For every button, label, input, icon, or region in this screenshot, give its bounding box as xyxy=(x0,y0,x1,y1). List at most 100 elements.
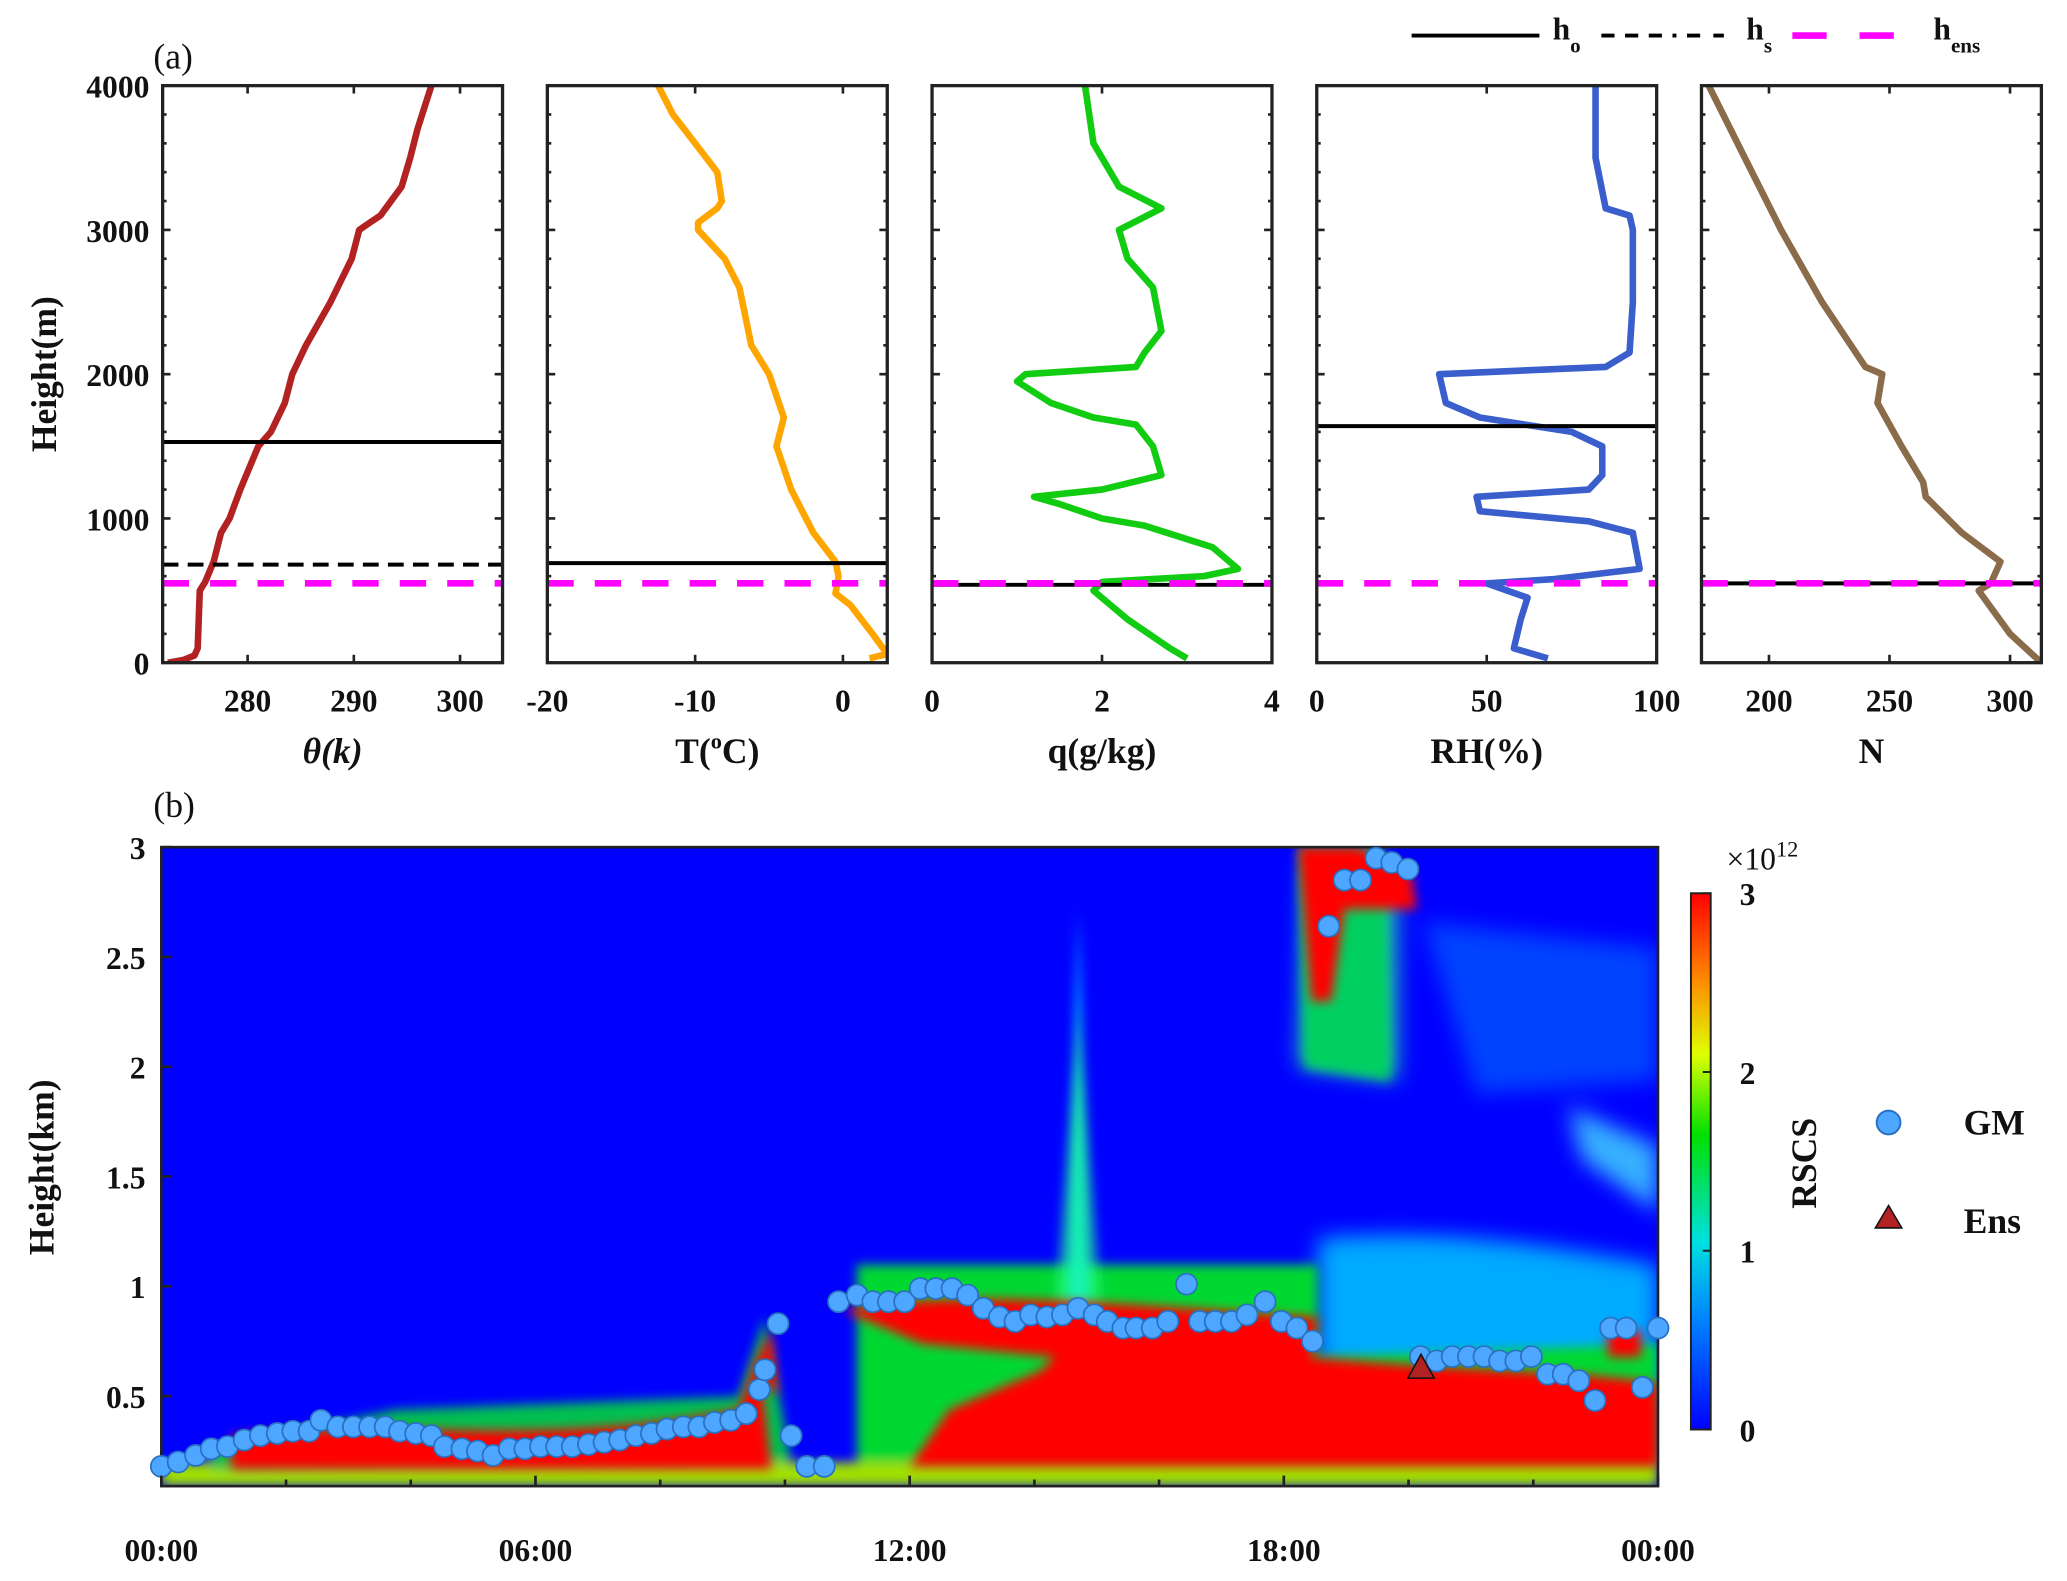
profile-panel-4: 200 250 300 N xyxy=(1699,83,2044,771)
profile-panel-3: 0 50 100 RH(%) xyxy=(1309,83,1680,771)
h-o-legend-label: ho xyxy=(1553,12,1581,58)
legend-sub: ens xyxy=(1951,34,1980,58)
profile-line xyxy=(1435,85,1643,662)
panel-frame xyxy=(930,83,1274,665)
legend-sub: o xyxy=(1570,34,1581,58)
ens-point xyxy=(1406,1352,1436,1379)
gm-point xyxy=(1156,1310,1180,1333)
h-s-legend-label: hs xyxy=(1746,12,1772,58)
x-tick-label: 200 xyxy=(1745,683,1792,718)
panel-b-label: (b) xyxy=(153,785,194,825)
y-tick-label: 1.5 xyxy=(106,1160,146,1195)
y-tick-label: 3 xyxy=(130,831,146,866)
x-label-text: T( xyxy=(675,731,711,771)
panel-frame xyxy=(1699,83,2044,665)
profile-panel-1: -20 -10 0 T(oC) xyxy=(526,83,889,771)
gm-point xyxy=(1646,1316,1670,1340)
panel-frame xyxy=(545,83,889,665)
legend-text: h xyxy=(1553,12,1571,47)
gm-point xyxy=(1631,1375,1654,1399)
x-tick-label: 0 xyxy=(1309,683,1325,718)
gm-point xyxy=(1396,857,1420,881)
y-tick-label: 2.5 xyxy=(106,941,146,976)
marker-legend: GM Ens xyxy=(1874,1102,2025,1241)
x-label-end: C) xyxy=(722,731,760,771)
h-ens-legend-label: hens xyxy=(1933,12,1980,58)
legend-sub: s xyxy=(1764,34,1772,58)
legend-text: h xyxy=(1933,12,1951,47)
panel-frame xyxy=(160,83,505,665)
gm-legend-marker xyxy=(1875,1109,1902,1136)
colorbar xyxy=(1689,892,1712,1431)
x-tick-label: 280 xyxy=(224,683,271,718)
y-tick-label: 2000 xyxy=(86,358,149,393)
panel-a-ylabel: Height(m) xyxy=(24,296,64,452)
panel-a-label: (a) xyxy=(153,37,192,77)
x-tick-label: 0 xyxy=(835,683,851,718)
y-tick-label: 1000 xyxy=(86,502,149,537)
gm-point xyxy=(1349,868,1372,892)
x-label-text: RH(%) xyxy=(1430,731,1543,771)
gm-point xyxy=(1614,1316,1638,1340)
gm-point xyxy=(1317,914,1341,938)
gm-point xyxy=(1520,1345,1543,1368)
x-tick-label: 250 xyxy=(1866,683,1913,718)
x-tick-label: 12:00 xyxy=(873,1533,947,1568)
gm-point xyxy=(1301,1329,1324,1353)
gm-point xyxy=(734,1402,758,1426)
x-tick-label: 50 xyxy=(1471,683,1503,718)
x-tick-label: 18:00 xyxy=(1247,1533,1321,1568)
y-tick-label: 0.5 xyxy=(106,1380,146,1415)
gm-point xyxy=(1235,1303,1259,1327)
x-axis-label: RH(%) xyxy=(1430,731,1543,771)
gm-point xyxy=(753,1358,777,1382)
gm-point xyxy=(779,1424,803,1448)
x-tick-label: 2 xyxy=(1094,683,1110,718)
panel-frame xyxy=(1315,83,1659,665)
x-tick-label: 300 xyxy=(1986,683,2033,718)
x-tick-label: 100 xyxy=(1633,683,1680,718)
colorbar-tick-label: 1 xyxy=(1740,1235,1756,1270)
gm-point xyxy=(1175,1272,1198,1296)
panel-b-ylabel: Height(km) xyxy=(21,1079,61,1255)
y-tick-label: 0 xyxy=(134,647,150,682)
y-tick-label: 4000 xyxy=(86,69,149,104)
x-axis-label: N xyxy=(1859,731,1885,771)
gm-point xyxy=(1285,1316,1309,1340)
profile-line xyxy=(655,85,888,662)
colorbar-label: RSCS xyxy=(1784,1118,1824,1209)
rscs-heatmap xyxy=(161,847,1658,1487)
colorbar-tick-label: 2 xyxy=(1740,1056,1756,1091)
x-tick-label: -20 xyxy=(526,683,568,718)
ens-legend-marker xyxy=(1874,1203,1904,1229)
x-tick-label: 0 xyxy=(924,683,940,718)
profile-line xyxy=(1705,85,2042,663)
profile-line xyxy=(1013,85,1242,662)
gm-point xyxy=(766,1312,790,1336)
y-tick-label: 1 xyxy=(130,1270,146,1305)
y-tick-label: 2 xyxy=(130,1051,146,1086)
profile-line xyxy=(167,85,435,663)
gm-point xyxy=(956,1283,980,1307)
gm-point xyxy=(893,1290,917,1314)
x-tick-label: 00:00 xyxy=(1621,1533,1695,1568)
x-axis-label: T(oC) xyxy=(675,728,759,770)
gm-point xyxy=(1567,1369,1591,1393)
x-label-sup: o xyxy=(711,728,722,753)
gm-point xyxy=(1583,1389,1607,1412)
profile-panel-0: 280 290 300 θ(k) xyxy=(160,83,505,771)
x-label-text: θ(k) xyxy=(303,731,363,771)
profile-panel-2: 0 2 4 q(g/kg) xyxy=(924,83,1280,771)
colorbar-tick-label: 0 xyxy=(1740,1413,1756,1448)
x-axis-label: θ(k) xyxy=(303,731,363,771)
x-axis-label: q(g/kg) xyxy=(1048,731,1157,771)
x-label-text: N xyxy=(1859,731,1885,771)
gm-point xyxy=(1253,1290,1277,1314)
gm-point xyxy=(812,1454,836,1478)
x-tick-label: 00:00 xyxy=(124,1533,198,1568)
x-label-text: q(g/kg) xyxy=(1048,731,1157,771)
x-tick-label: 4 xyxy=(1264,683,1280,718)
x-tick-label: 300 xyxy=(436,683,483,718)
profile-legend: ho hs hens xyxy=(1411,12,1980,58)
